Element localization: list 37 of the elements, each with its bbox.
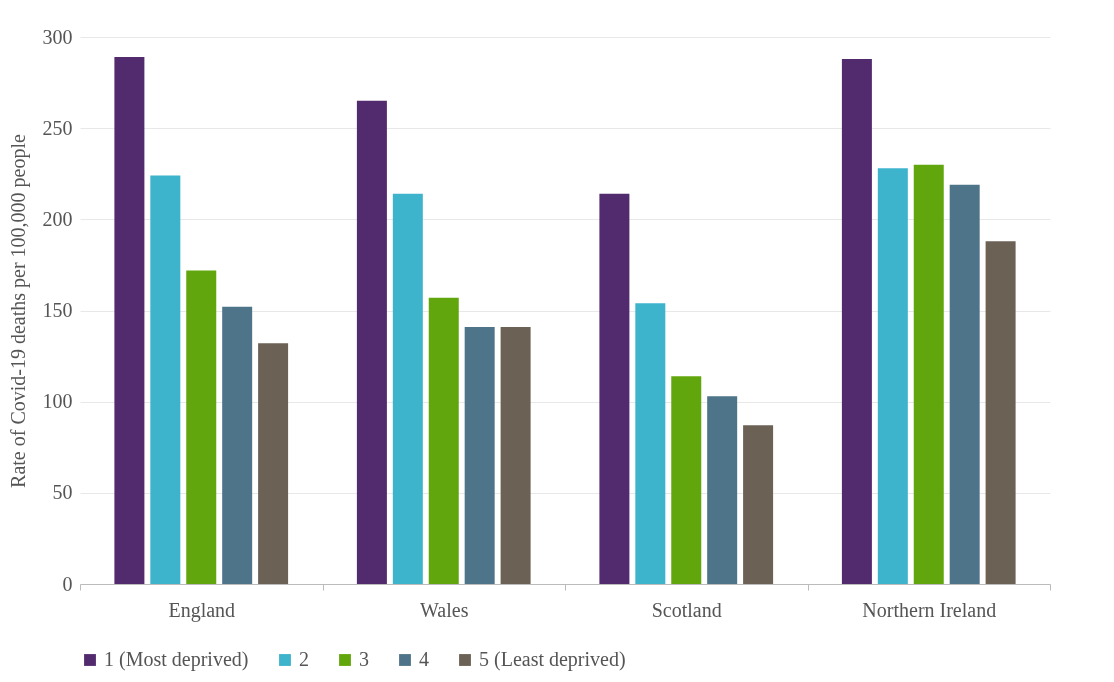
x-tick-label: Scotland xyxy=(651,598,722,621)
bar xyxy=(114,57,145,584)
y-axis-title: Rate of Covid-19 deaths per 100,000 people xyxy=(6,133,30,488)
bar xyxy=(392,193,423,584)
bar xyxy=(150,175,181,584)
y-tick-label: 150 xyxy=(42,299,73,321)
bar xyxy=(464,326,495,584)
bar xyxy=(949,184,980,584)
bar xyxy=(671,376,702,584)
x-tick-label: England xyxy=(168,598,236,622)
bar xyxy=(186,270,217,584)
bar xyxy=(428,297,459,584)
y-tick-label: 300 xyxy=(42,25,73,48)
bar xyxy=(841,58,872,584)
legend-label: 1 (Most deprived) xyxy=(104,648,249,671)
bar xyxy=(258,343,289,584)
legend-label: 3 xyxy=(359,648,369,670)
x-tick-label: Northern Ireland xyxy=(862,598,997,621)
bar xyxy=(877,168,908,584)
y-tick-label: 100 xyxy=(42,390,73,413)
legend-label: 4 xyxy=(419,648,429,670)
x-tick-label: Wales xyxy=(420,598,469,621)
y-tick-label: 200 xyxy=(42,207,73,230)
bar xyxy=(743,425,774,584)
bar xyxy=(635,303,666,584)
y-tick-label: 250 xyxy=(42,116,73,139)
bar xyxy=(913,164,944,584)
bar xyxy=(707,396,738,584)
bar xyxy=(500,326,531,584)
y-tick-label: 50 xyxy=(52,481,73,504)
bar xyxy=(356,100,387,584)
legend-label: 2 xyxy=(299,648,309,670)
bar xyxy=(222,306,253,584)
legend-label: 5 (Least deprived) xyxy=(479,648,626,671)
bar xyxy=(599,193,630,584)
bar xyxy=(985,241,1016,584)
y-tick-label: 0 xyxy=(62,572,73,595)
